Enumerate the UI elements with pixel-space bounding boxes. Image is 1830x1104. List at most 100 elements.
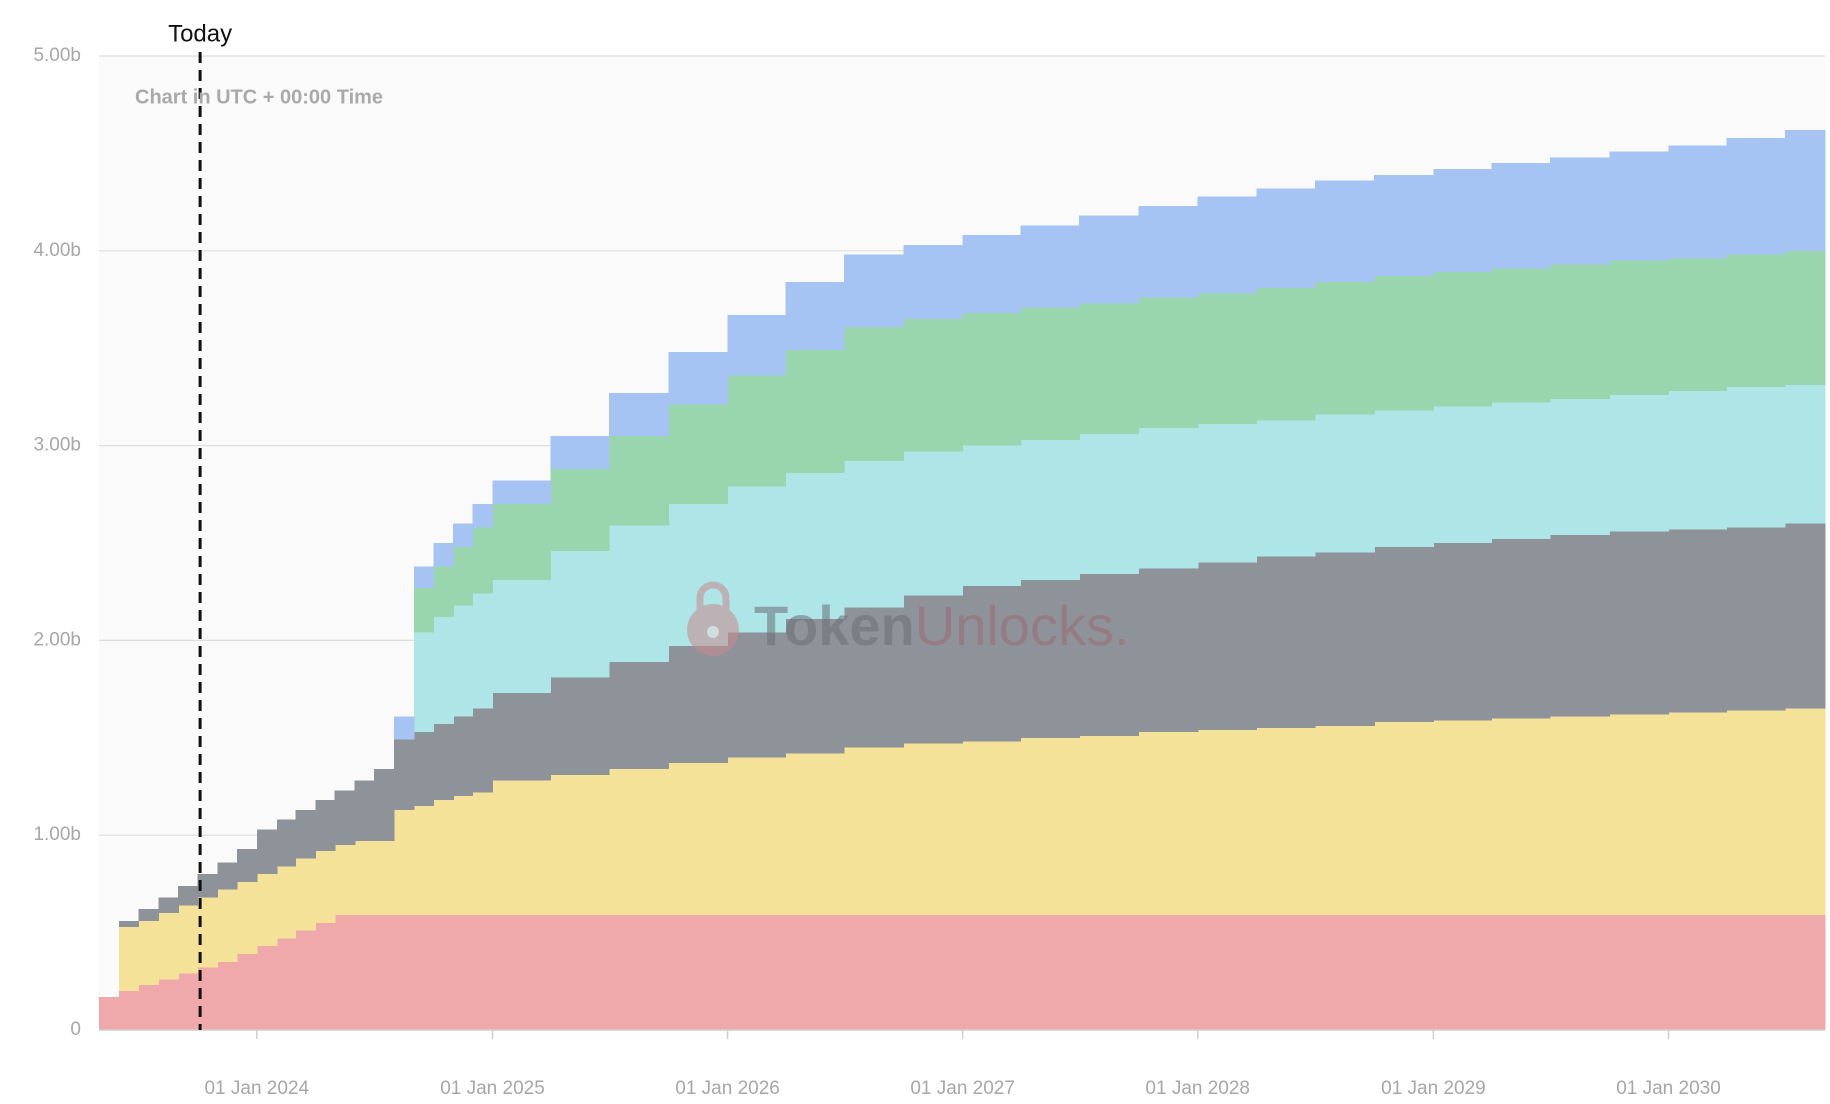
area-step — [453, 605, 474, 717]
y-tick-label: 1.00b — [33, 824, 81, 845]
area-step — [1785, 523, 1826, 709]
x-tick-label: 01 Jan 2028 — [1145, 1078, 1250, 1099]
area-step — [118, 920, 139, 927]
area-step — [1020, 737, 1080, 916]
area-step — [315, 800, 336, 851]
area-step — [668, 915, 729, 1030]
area-step — [903, 915, 964, 1030]
area-step — [1491, 915, 1551, 1030]
area-step — [962, 741, 1022, 916]
area-step — [1314, 552, 1375, 727]
area-step — [393, 809, 415, 916]
area-step — [1079, 735, 1140, 916]
area-step — [315, 850, 336, 923]
area-step — [1609, 260, 1670, 395]
area-step — [472, 915, 494, 1030]
area-step — [1079, 215, 1140, 304]
area-step — [334, 915, 356, 1030]
area-step — [393, 716, 415, 740]
area-step — [118, 926, 139, 992]
area-step — [1138, 205, 1199, 298]
area-step — [472, 792, 494, 916]
area-step — [197, 897, 219, 968]
area-step — [217, 862, 238, 890]
watermark: TokenUnlocks. — [687, 581, 1130, 657]
area-step — [550, 677, 610, 775]
area-step — [413, 731, 434, 806]
area-step — [276, 819, 297, 867]
area-step — [550, 468, 610, 551]
area-step — [1079, 303, 1140, 434]
area-step — [1374, 722, 1435, 916]
area-step — [1197, 562, 1257, 731]
watermark-unlocks: Unlocks. — [915, 594, 1130, 657]
area-step — [785, 350, 845, 473]
area-step — [453, 915, 474, 1030]
y-tick-label: 5.00b — [33, 45, 81, 66]
area-step — [393, 915, 415, 1030]
area-step — [1609, 531, 1670, 715]
area-step — [1433, 915, 1492, 1030]
area-step — [492, 480, 552, 505]
area-step — [178, 885, 199, 906]
area-step — [1785, 250, 1826, 386]
area-step — [668, 763, 729, 916]
area-step — [413, 915, 434, 1030]
area-step — [1433, 543, 1492, 721]
area-step — [99, 996, 120, 1030]
area-step — [1549, 264, 1610, 399]
area-step — [256, 874, 278, 947]
areas — [99, 130, 1826, 1030]
area-step — [138, 909, 159, 921]
area-step — [453, 716, 474, 797]
area-step — [433, 617, 454, 725]
area-step — [844, 915, 904, 1030]
area-step — [1138, 297, 1199, 429]
area-step — [334, 790, 356, 845]
area-step — [1726, 710, 1786, 916]
area-step — [1668, 145, 1728, 259]
area-step — [1433, 168, 1492, 273]
area-step — [785, 618, 845, 754]
area-step — [727, 915, 787, 1030]
area-step — [236, 881, 258, 955]
area-step — [1020, 580, 1080, 738]
area-step — [962, 235, 1022, 314]
area-step — [550, 774, 610, 916]
x-tick-label: 01 Jan 2029 — [1381, 1078, 1486, 1099]
area-step — [433, 566, 454, 618]
area-step — [1020, 225, 1080, 308]
area-step — [1491, 539, 1551, 719]
area-step — [1197, 196, 1257, 294]
area-step — [1785, 708, 1826, 916]
area-step — [1256, 287, 1316, 421]
subtitle: Chart in UTC + 00:00 Time — [135, 86, 383, 108]
area-step — [374, 915, 395, 1030]
area-step — [1668, 258, 1728, 392]
area-step — [1079, 433, 1140, 575]
area-step — [1609, 394, 1670, 532]
area-step — [374, 841, 395, 916]
area-step — [785, 281, 845, 351]
area-step — [315, 922, 336, 1030]
area-step — [236, 954, 258, 1030]
area-step — [903, 244, 964, 319]
area-step — [609, 768, 669, 916]
y-tick-label: 0 — [70, 1019, 81, 1040]
area-step — [1668, 915, 1728, 1030]
area-step — [472, 527, 494, 594]
area-step — [354, 915, 375, 1030]
area-step — [727, 315, 787, 376]
area-step — [1020, 439, 1080, 581]
area-step — [1726, 254, 1786, 388]
area-step — [1374, 276, 1435, 411]
area-step — [668, 404, 729, 505]
area-step — [668, 352, 729, 405]
area-step — [1256, 556, 1316, 729]
area-step — [492, 504, 552, 581]
area-step — [158, 979, 179, 1030]
area-step — [492, 780, 552, 916]
area-step — [217, 961, 238, 1030]
area-step — [609, 393, 669, 436]
area-step — [1609, 915, 1670, 1030]
